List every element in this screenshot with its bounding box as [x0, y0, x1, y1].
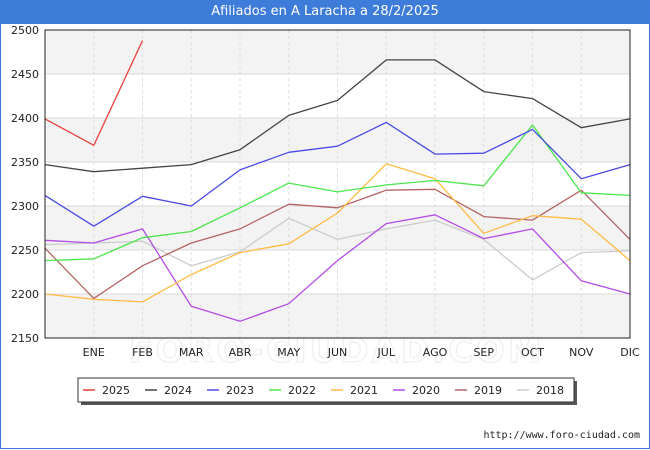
legend-box — [77, 377, 575, 403]
y-axis: 2150 2200 2250 2300 2350 2400 2450 2500 — [11, 24, 39, 345]
watermark-text: FORO-CIUDAD.COM — [129, 331, 545, 371]
legend-label-2018: 2018 — [536, 384, 564, 397]
x-tick-label: NOV — [569, 346, 594, 359]
grid-bands — [45, 30, 630, 338]
series-line-2019 — [44, 188, 631, 300]
series-line-2022 — [44, 124, 631, 262]
legend-label-2023: 2023 — [226, 384, 254, 397]
x-tick-label: AGO — [423, 346, 448, 359]
legend-label-2025: 2025 — [102, 384, 130, 397]
x-tick-label: DIC — [620, 346, 640, 359]
y-tick-label: 2500 — [11, 24, 39, 37]
legend-label-2022: 2022 — [288, 384, 316, 397]
y-tick-label: 2250 — [11, 244, 39, 257]
x-tick-label: SEP — [473, 346, 494, 359]
x-tick-label: JUL — [377, 346, 396, 359]
series-line-2018 — [44, 217, 631, 281]
x-tick-label: JUN — [327, 346, 348, 359]
x-tick-label: ABR — [229, 346, 252, 359]
grid-lines — [45, 29, 630, 339]
y-tick-label: 2300 — [11, 200, 39, 213]
series-lines — [44, 40, 631, 322]
legend-label-2019: 2019 — [474, 384, 502, 397]
y-tick-label: 2150 — [11, 332, 39, 345]
y-tick-label: 2350 — [11, 156, 39, 169]
x-tick-label: FEB — [132, 346, 153, 359]
plot-frame — [44, 29, 631, 339]
x-tick-label: ENE — [83, 346, 105, 359]
x-axis: ENE FEB MAR ABR MAY JUN JUL AGO SEP OCT NOV DIC — [83, 346, 640, 359]
y-tick-label: 2450 — [11, 68, 39, 81]
series-line-2021 — [44, 163, 631, 303]
source-url: http://www.foro-ciudad.com — [483, 430, 640, 441]
legend-label-2024: 2024 — [164, 384, 192, 397]
legend-label-2021: 2021 — [350, 384, 378, 397]
legend-label-2020: 2020 — [412, 384, 440, 397]
x-tick-label: OCT — [521, 346, 544, 359]
series-line-2025 — [44, 40, 144, 146]
series-line-2023 — [44, 121, 631, 227]
y-tick-label: 2400 — [11, 112, 39, 125]
legend: 2025 2024 2023 2022 2021 2020 2019 2018 — [77, 377, 577, 405]
series-line-2024 — [44, 59, 631, 173]
chart-title: Afiliados en A Laracha a 28/2/2025 — [0, 0, 650, 24]
y-tick-label: 2200 — [11, 288, 39, 301]
x-tick-label: MAR — [179, 346, 204, 359]
x-tick-label: MAY — [277, 346, 300, 359]
series-line-2020 — [44, 214, 631, 322]
